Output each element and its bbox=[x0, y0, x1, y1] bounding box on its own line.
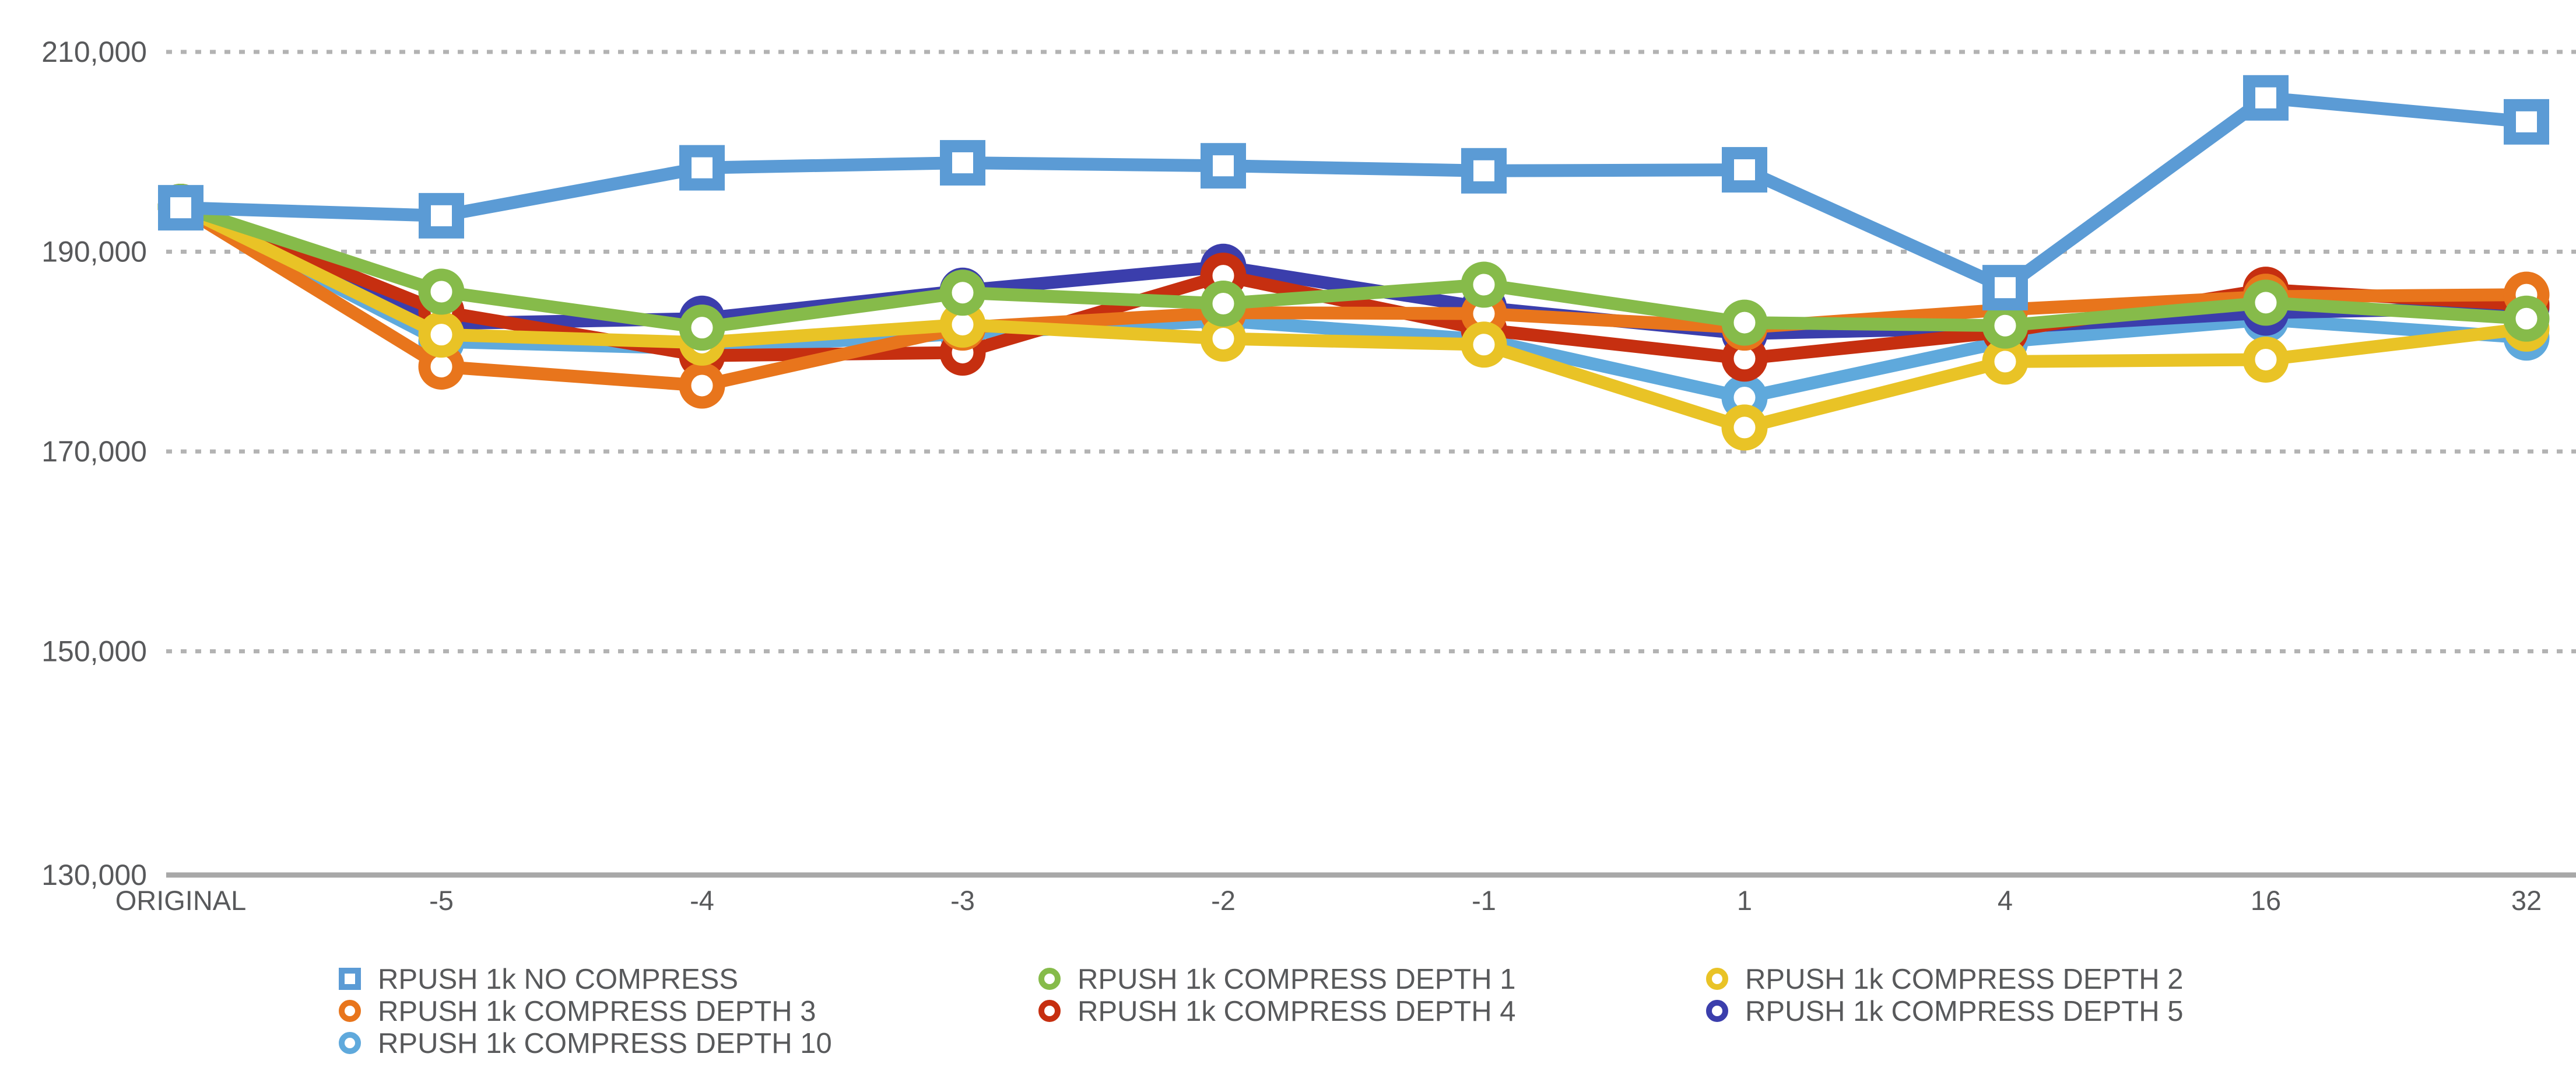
data-point-marker-hole bbox=[1213, 155, 1234, 177]
legend-item: RPUSH 1k COMPRESS DEPTH 2 bbox=[1706, 964, 2184, 995]
data-point-marker[interactable] bbox=[1721, 404, 1768, 451]
series-line-7 bbox=[177, 201, 2527, 404]
legend-label: RPUSH 1k COMPRESS DEPTH 10 bbox=[378, 1028, 832, 1059]
data-point-marker[interactable] bbox=[1982, 338, 2028, 385]
x-axis-label: -2 bbox=[1211, 885, 1236, 916]
data-point-marker[interactable] bbox=[418, 312, 465, 358]
y-axis-label-baseline: 130,000 bbox=[41, 859, 147, 891]
data-point-marker[interactable] bbox=[1461, 261, 1507, 308]
legend-circle-marker bbox=[1706, 968, 1728, 990]
data-point-marker-hole bbox=[431, 205, 452, 226]
data-point-marker[interactable] bbox=[2242, 279, 2289, 326]
legend-label: RPUSH 1k COMPRESS DEPTH 1 bbox=[1078, 964, 1516, 995]
data-point-marker-hole bbox=[170, 197, 191, 219]
data-point-marker-hole bbox=[1995, 277, 2016, 299]
data-point-marker[interactable] bbox=[1200, 315, 1247, 362]
legend-item: RPUSH 1k COMPRESS DEPTH 5 bbox=[1706, 996, 2184, 1027]
legend-label: RPUSH 1k COMPRESS DEPTH 5 bbox=[1745, 996, 2184, 1027]
x-axis-label: -3 bbox=[950, 885, 975, 916]
legend-label: RPUSH 1k COMPRESS DEPTH 2 bbox=[1745, 964, 2184, 995]
x-axis-label: 1 bbox=[1737, 885, 1752, 916]
data-point-marker[interactable] bbox=[1200, 281, 1247, 327]
y-axis-label: 150,000 bbox=[41, 635, 147, 668]
data-point-marker[interactable] bbox=[679, 362, 725, 409]
series-line-4 bbox=[177, 201, 2527, 392]
legend-square-marker-hole bbox=[345, 974, 355, 984]
legend-circle-marker bbox=[1038, 968, 1061, 990]
y-axis-label: 170,000 bbox=[41, 435, 147, 468]
x-axis-label: ORIGINAL bbox=[115, 885, 247, 916]
legend-item: RPUSH 1k COMPRESS DEPTH 10 bbox=[339, 1028, 832, 1059]
data-point-marker-hole bbox=[2255, 87, 2276, 108]
y-axis-label: 190,000 bbox=[41, 236, 147, 268]
data-point-marker-hole bbox=[692, 157, 713, 178]
legend-item: RPUSH 1k COMPRESS DEPTH 1 bbox=[1038, 964, 1516, 995]
data-point-marker-hole bbox=[1734, 159, 1755, 181]
data-point-marker[interactable] bbox=[1982, 302, 2028, 349]
legend-circle-marker bbox=[339, 1000, 361, 1022]
x-axis-label: 32 bbox=[2511, 885, 2542, 916]
y-axis-label: 210,000 bbox=[41, 36, 147, 68]
data-point-marker-hole bbox=[2516, 111, 2537, 132]
x-axis-label: -5 bbox=[429, 885, 454, 916]
data-point-marker[interactable] bbox=[1461, 321, 1507, 368]
x-axis-label: -4 bbox=[690, 885, 714, 916]
legend-item: RPUSH 1k COMPRESS DEPTH 4 bbox=[1038, 996, 1516, 1027]
x-axis-label: -1 bbox=[1472, 885, 1496, 916]
legend-label: RPUSH 1k COMPRESS DEPTH 4 bbox=[1078, 996, 1516, 1027]
series-line-2 bbox=[178, 200, 2527, 334]
series-line-3 bbox=[178, 201, 2528, 434]
data-point-marker[interactable] bbox=[2503, 295, 2550, 342]
legend-label: RPUSH 1k COMPRESS DEPTH 3 bbox=[378, 996, 816, 1027]
legend-item: RPUSH 1k COMPRESS DEPTH 3 bbox=[339, 996, 816, 1027]
data-point-marker[interactable] bbox=[679, 304, 725, 351]
data-point-marker[interactable] bbox=[418, 268, 465, 315]
data-point-marker-hole bbox=[952, 152, 973, 174]
legend-circle-marker bbox=[1038, 1000, 1061, 1022]
data-point-marker[interactable] bbox=[1721, 299, 1768, 346]
series-line-1 bbox=[180, 91, 2528, 295]
data-point-marker[interactable] bbox=[2242, 336, 2289, 383]
x-axis-label: 16 bbox=[2251, 885, 2281, 916]
x-axis-label: 4 bbox=[1998, 885, 2013, 916]
legend-circle-marker bbox=[339, 1032, 361, 1054]
data-point-marker[interactable] bbox=[939, 270, 986, 316]
legend-circle-marker bbox=[1706, 1000, 1728, 1022]
data-point-marker-hole bbox=[1473, 160, 1494, 181]
legend-label: RPUSH 1k NO COMPRESS bbox=[378, 964, 738, 995]
legend-item: RPUSH 1k NO COMPRESS bbox=[339, 964, 738, 995]
